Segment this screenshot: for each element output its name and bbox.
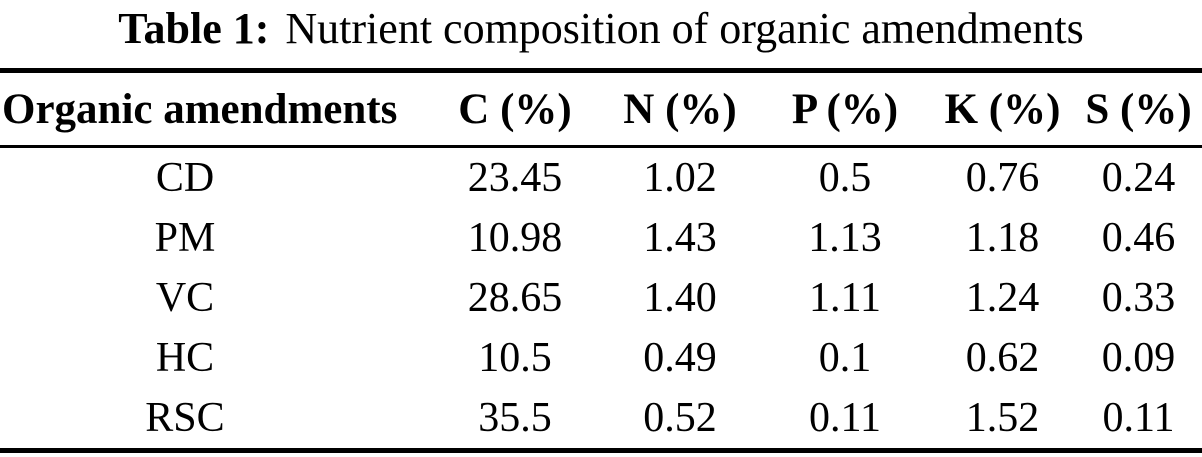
table-bottom-rule [0,448,1202,453]
table-row-rsc: RSC 35.5 0.52 0.11 1.52 0.11 [0,388,1202,448]
row-label-vc: VC [155,275,215,321]
table-row-pm: PM 10.98 1.43 1.13 1.18 0.46 [0,208,1202,268]
cell-vc-s: 0.33 [1101,275,1176,321]
column-header-c-percent: C (%) [458,85,572,133]
cell-pm-k: 1.18 [965,215,1040,261]
table-caption-text: Nutrient composition of organic amendmen… [285,4,1084,53]
table-caption: Table 1: Nutrient composition of organic … [0,0,1202,55]
table-row-cd: CD 23.45 1.02 0.5 0.76 0.24 [0,148,1202,208]
cell-pm-n: 1.43 [643,215,717,261]
column-header-k-percent: K (%) [944,85,1061,133]
cell-vc-p: 1.11 [809,275,881,321]
table-row-hc: HC 10.5 0.49 0.1 0.62 0.09 [0,328,1202,388]
cell-rsc-s: 0.11 [1102,395,1175,441]
cell-hc-c: 10.5 [478,335,552,381]
column-header-s-percent: S (%) [1085,85,1192,133]
table-mid-rule [0,145,1202,148]
cell-pm-p: 1.13 [808,215,882,261]
cell-cd-c: 23.45 [467,155,563,201]
column-header-p-percent: P (%) [791,85,899,133]
cell-hc-n: 0.49 [643,335,717,381]
cell-cd-p: 0.5 [818,155,872,201]
row-label-rsc: RSC [145,395,225,441]
table-row-vc: VC 28.65 1.40 1.11 1.24 0.33 [0,268,1202,328]
column-header-organic-amendments: Organic amendments [2,85,398,133]
table-caption-label: Table 1: [118,4,270,53]
cell-vc-c: 28.65 [467,275,563,321]
cell-hc-s: 0.09 [1101,335,1176,381]
row-label-pm: PM [154,215,216,261]
cell-vc-n: 1.40 [643,275,717,321]
cell-rsc-n: 0.52 [643,395,717,441]
cell-pm-s: 0.46 [1101,215,1176,261]
cell-rsc-p: 0.11 [809,395,881,441]
cell-rsc-c: 35.5 [478,395,552,441]
table-header-row: Organic amendments C (%) N (%) P (%) K (… [0,73,1202,145]
column-header-n-percent: N (%) [623,85,737,133]
table-top-rule [0,68,1202,73]
cell-rsc-k: 1.52 [965,395,1040,441]
cell-pm-c: 10.98 [467,215,563,261]
row-label-cd: CD [155,155,215,201]
cell-cd-s: 0.24 [1101,155,1176,201]
cell-cd-k: 0.76 [965,155,1040,201]
cell-hc-k: 0.62 [965,335,1040,381]
cell-hc-p: 0.1 [818,335,872,381]
cell-cd-n: 1.02 [643,155,717,201]
cell-vc-k: 1.24 [965,275,1040,321]
row-label-hc: HC [155,335,215,381]
nutrient-composition-table: Organic amendments C (%) N (%) P (%) K (… [0,68,1202,453]
